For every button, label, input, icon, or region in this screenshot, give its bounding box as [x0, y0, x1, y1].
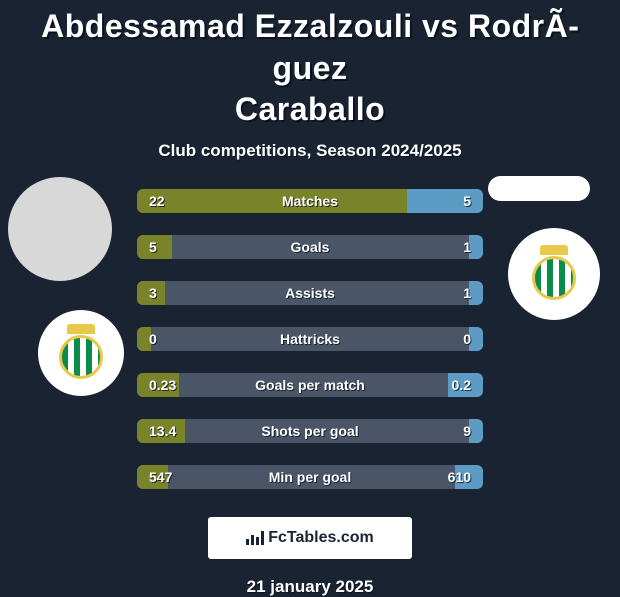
- stat-label: Min per goal: [269, 469, 351, 485]
- stat-bar-right: [469, 281, 483, 305]
- stat-label: Shots per goal: [261, 423, 358, 439]
- stat-value-right: 610: [448, 469, 471, 485]
- stat-value-left: 547: [149, 469, 172, 485]
- player-right-club-crest: [508, 228, 600, 320]
- stat-bar-right: [469, 419, 483, 443]
- stat-value-right: 1: [463, 239, 471, 255]
- stat-bar-right: [469, 235, 483, 259]
- stat-label: Goals: [291, 239, 330, 255]
- comparison-title: Abdessamad Ezzalzouli vs RodrÃ­guez Cara…: [0, 0, 620, 131]
- title-line2: Caraballo: [235, 91, 385, 127]
- player-right-avatar: [488, 176, 590, 201]
- stat-value-right: 5: [463, 193, 471, 209]
- stat-value-left: 0: [149, 331, 157, 347]
- stat-bar-right: [407, 189, 483, 213]
- stats-container: 22 5 Matches 5 1 Goals 3 1 Assists 0 0 Hattricks 0.2…: [137, 189, 483, 489]
- footer-logo: FcTables.com: [208, 517, 412, 559]
- stat-label: Hattricks: [280, 331, 340, 347]
- betis-badge-icon: [530, 245, 578, 303]
- stat-row: 0 0 Hattricks: [137, 327, 483, 351]
- stat-row: 22 5 Matches: [137, 189, 483, 213]
- stat-value-right: 9: [463, 423, 471, 439]
- stat-bar-right: [469, 327, 483, 351]
- stat-row: 547 610 Min per goal: [137, 465, 483, 489]
- stat-value-left: 0.23: [149, 377, 176, 393]
- stat-value-left: 13.4: [149, 423, 176, 439]
- stat-row: 13.4 9 Shots per goal: [137, 419, 483, 443]
- stat-label: Matches: [282, 193, 338, 209]
- stat-row: 5 1 Goals: [137, 235, 483, 259]
- stat-value-left: 3: [149, 285, 157, 301]
- stat-value-right: 1: [463, 285, 471, 301]
- stat-label: Goals per match: [255, 377, 365, 393]
- stat-value-left: 22: [149, 193, 165, 209]
- player-left-club-crest: [38, 310, 124, 396]
- stat-row: 3 1 Assists: [137, 281, 483, 305]
- stat-value-right: 0.2: [452, 377, 471, 393]
- stat-value-right: 0: [463, 331, 471, 347]
- stat-row: 0.23 0.2 Goals per match: [137, 373, 483, 397]
- stat-value-left: 5: [149, 239, 157, 255]
- player-left-avatar: [8, 177, 112, 281]
- stat-label: Assists: [285, 285, 335, 301]
- title-line1: Abdessamad Ezzalzouli vs RodrÃ­guez: [41, 8, 579, 86]
- fctables-chart-icon: [246, 531, 266, 545]
- subtitle: Club competitions, Season 2024/2025: [0, 141, 620, 161]
- betis-badge-icon: [57, 324, 105, 382]
- footer-brand-text: FcTables.com: [268, 529, 374, 547]
- stat-bar-left: [137, 189, 407, 213]
